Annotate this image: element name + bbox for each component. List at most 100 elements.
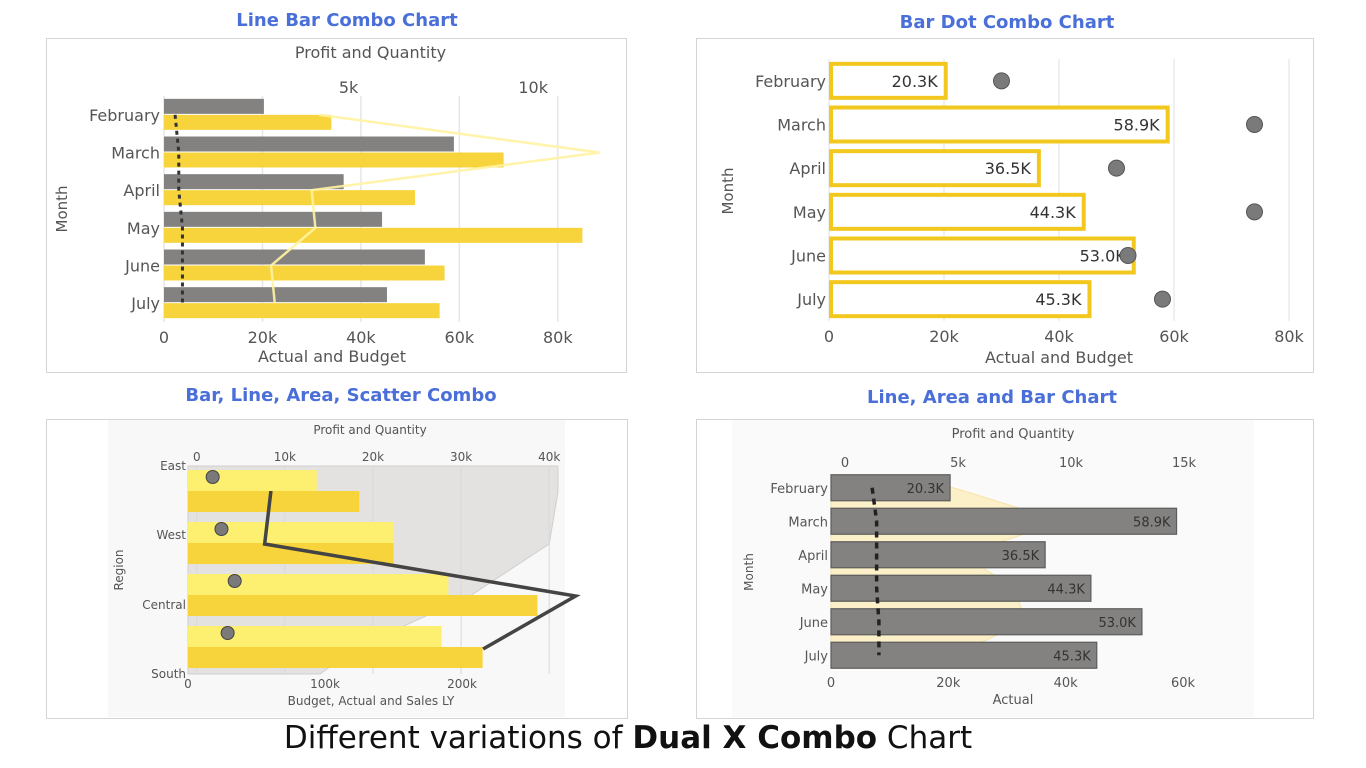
chart4-category-label: May	[801, 582, 828, 597]
chart4-bar-actual	[830, 641, 1098, 669]
chart4-data-label: 44.3K	[1047, 582, 1085, 597]
chart3-x-tick: 200k	[447, 677, 477, 691]
chart2-category-label: May	[793, 203, 826, 222]
chart3-scatter-profit	[205, 470, 220, 484]
chart4-bar-actual	[830, 507, 1178, 535]
chart1-bar-budget	[164, 114, 332, 130]
chart2-data-label: 20.3K	[892, 72, 939, 91]
chart2-category-label: June	[790, 247, 826, 266]
chart2-bar-actual	[829, 280, 1092, 319]
chart3-x-label: Budget, Actual and Sales LY	[288, 694, 455, 708]
chart3-bar-actual	[188, 647, 483, 668]
chart1-category-label: March	[111, 144, 160, 163]
chart2-dot-budget	[1246, 203, 1263, 221]
chart1-category-label: June	[124, 257, 160, 276]
chart3-bar-actual	[188, 543, 394, 564]
chart1-bar-actual	[164, 249, 425, 265]
chart4-x-tick: 40k	[1054, 676, 1079, 691]
chart4-category-label: February	[770, 482, 828, 497]
chart3-bar-actual	[188, 595, 538, 616]
chart2-svg: 0 20k 40k 60k 80k Actual and Budget Month Febru…	[719, 59, 1305, 367]
chart3-category-label: Central	[142, 598, 186, 612]
chart4-data-label: 53.0K	[1098, 616, 1136, 631]
chart2-dot-budget	[993, 72, 1010, 90]
chart1-bar-budget	[164, 265, 445, 281]
chart1-bar-actual	[164, 98, 264, 114]
chart4-x2-tick: 15k	[1172, 456, 1197, 471]
chart1-bar-budget	[164, 227, 583, 243]
chart2-category-label: February	[755, 72, 826, 91]
chart3-x2-tick: 40k	[538, 450, 560, 464]
chart4-x-tick: 20k	[936, 676, 961, 691]
chart2-x-label: Actual and Budget	[985, 348, 1133, 367]
chart4-bar-actual	[830, 541, 1046, 569]
chart1-x2-tick: 10k	[518, 78, 548, 97]
chart2-x-tick: 20k	[929, 327, 959, 346]
chart1-bar-budget	[164, 303, 440, 319]
chart3-bar-budget	[188, 626, 442, 647]
chart4-title: Line, Area and Bar Chart	[867, 387, 1117, 408]
chart1-category-label: May	[127, 219, 160, 238]
chart2-data-label: 58.9K	[1114, 116, 1161, 135]
chart3-category-label: West	[156, 528, 186, 542]
chart3-scatter-profit	[214, 522, 229, 536]
chart1-x2-label: Profit and Quantity	[295, 43, 446, 62]
chart3-bar-budget	[188, 470, 317, 491]
chart3-x2-tick: 30k	[450, 450, 472, 464]
chart4-x-tick: 60k	[1171, 676, 1196, 691]
chart2-x-tick: 60k	[1159, 327, 1189, 346]
chart4-x2-tick: 0	[841, 456, 849, 471]
chart2-data-label: 53.0K	[1080, 247, 1127, 266]
chart3-panel: 0 10k 20k 30k 40k 0 100k 200k Profit and Quantit…	[46, 419, 628, 719]
chart4-x2-label: Profit and Quantity	[952, 427, 1075, 442]
chart2-category-label: March	[777, 116, 826, 135]
chart1-bar-budget	[164, 152, 504, 168]
chart4-x-tick: 0	[827, 676, 835, 691]
chart4-bar-actual	[830, 608, 1143, 636]
chart2-bar-actual	[829, 149, 1041, 188]
chart1-svg: 0 20k 40k 60k 80k 5k 10k Profit and Quantity Act…	[53, 43, 600, 366]
chart1-x-tick: 0	[159, 328, 169, 347]
chart4-svg: 0 5k 10k 15k 0 20k 40k 60k Profit and Quantity Ac…	[732, 420, 1254, 717]
chart1-x-tick: 40k	[346, 328, 376, 347]
chart1-bar-actual	[164, 287, 387, 303]
chart1-y-label: Month	[53, 185, 71, 232]
chart3-x2-tick: 10k	[274, 450, 296, 464]
chart2-x-tick: 0	[824, 327, 834, 346]
chart2-x-tick: 80k	[1274, 327, 1304, 346]
caption-bold: Dual X Combo	[632, 720, 878, 756]
chart2-data-label: 44.3K	[1030, 203, 1077, 222]
chart4-x2-tick: 10k	[1059, 456, 1084, 471]
chart2-bar-actual	[829, 192, 1086, 231]
chart3-x2-tick: 20k	[362, 450, 384, 464]
chart3-x2-tick: 0	[193, 450, 201, 464]
chart4-category-label: July	[804, 649, 829, 664]
chart4-panel: 0 5k 10k 15k 0 20k 40k 60k Profit and Quantity Ac…	[696, 419, 1314, 719]
chart2-y-label: Month	[719, 167, 737, 214]
chart3-y-label: Region	[112, 549, 126, 590]
chart2-dot-budget	[1119, 247, 1137, 264]
caption-prefix: Different variations of	[283, 720, 633, 756]
chart4-category-label: June	[799, 616, 828, 631]
caption: Different variations of Dual X Combo Cha…	[0, 720, 1256, 756]
chart1-x2-tick: 5k	[339, 78, 359, 97]
chart1-bar-budget	[164, 190, 416, 206]
chart2-data-label: 36.5K	[985, 159, 1032, 178]
chart2-bar-actual	[829, 105, 1170, 144]
chart1-quantity-line	[269, 113, 600, 304]
chart4-data-label: 20.3K	[907, 482, 945, 497]
chart3-title: Bar, Line, Area, Scatter Combo	[185, 385, 497, 406]
chart3-quantity-line	[262, 491, 581, 651]
chart4-x2-tick: 5k	[950, 456, 966, 471]
chart3-bar-budget	[188, 574, 449, 595]
chart3-x-tick: 100k	[310, 677, 340, 691]
chart1-bar-actual	[164, 136, 454, 152]
chart3-bar-actual	[188, 491, 360, 512]
caption-suffix: Chart	[877, 720, 973, 756]
chart1-x-tick: 20k	[248, 328, 278, 347]
chart3-scatter-profit	[227, 574, 242, 588]
chart2-category-label: April	[789, 159, 826, 178]
chart4-bar-actual	[830, 574, 1092, 602]
chart1-panel: 0 20k 40k 60k 80k 5k 10k Profit and Quantity Act…	[46, 38, 627, 373]
chart4-category-label: April	[798, 549, 828, 564]
